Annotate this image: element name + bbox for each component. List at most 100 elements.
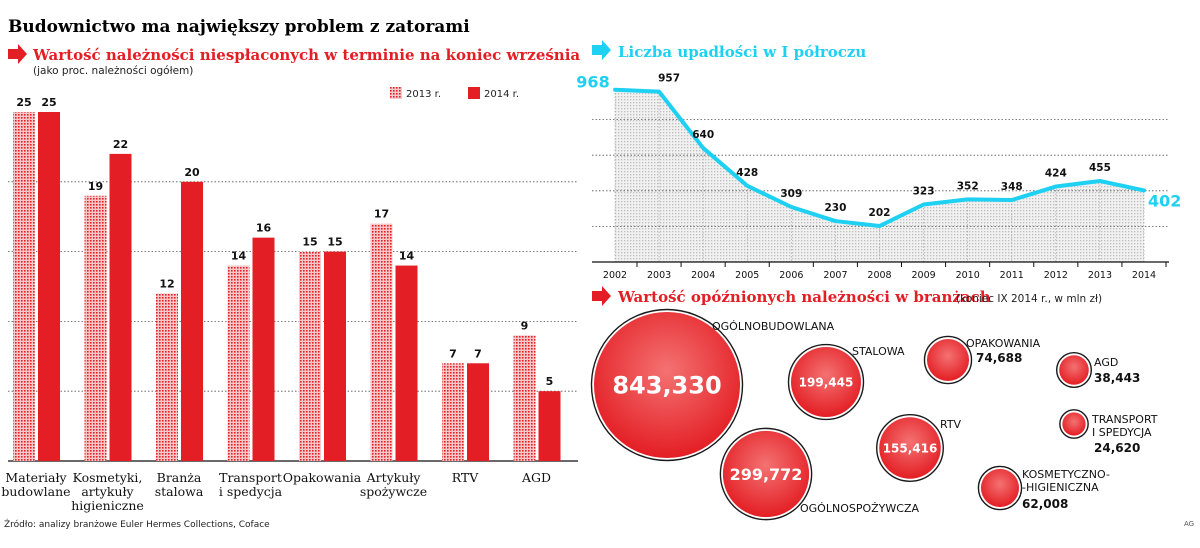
x-tick-label: 2008 [867, 270, 891, 281]
bar-2014 [324, 251, 346, 461]
bar-2014 [38, 112, 60, 461]
bubble-label: STALOWA [852, 345, 905, 358]
bubble [791, 347, 861, 417]
category-label: RTV [452, 470, 480, 485]
category-label: Opakowania [283, 470, 362, 485]
bar-value-label: 20 [184, 166, 200, 179]
point-value-label: 428 [736, 167, 758, 179]
bar-value-label: 16 [256, 222, 272, 235]
bubble-value: 38,443 [1094, 371, 1140, 385]
bubble-label: TRANSPORT I SPEDYCJA [1091, 413, 1158, 439]
bubble [594, 312, 740, 458]
point-value-label: 202 [869, 207, 891, 219]
legend-swatch [390, 87, 402, 99]
bubble-value: 74,688 [976, 351, 1022, 365]
bar-value-label: 19 [88, 180, 103, 193]
bar-value-label: 15 [327, 236, 342, 249]
bar-value-label: 14 [231, 250, 247, 263]
bar-value-label: 25 [41, 96, 56, 109]
bar-chart-title: Wartość należności niespłaconych w termi… [32, 46, 580, 64]
x-tick-label: 2007 [823, 270, 847, 281]
arrow-right-icon [592, 40, 611, 60]
bar-2013 [299, 251, 321, 461]
bar-value-label: 9 [521, 319, 529, 332]
bubble-label: OPAKOWANIA [966, 337, 1041, 350]
bar-2013 [442, 363, 464, 461]
point-value-label: 455 [1089, 162, 1111, 174]
category-label: Artykuły spożywcze [360, 470, 427, 499]
bar-value-label: 17 [374, 208, 389, 221]
bubble-label: OGÓLNOSPOŻYWCZA [800, 502, 919, 515]
bar-value-label: 15 [302, 236, 317, 249]
point-value-label: 309 [780, 188, 802, 200]
bubble-value: 299,772 [730, 465, 803, 484]
bar-chart-legend: 2013 r. 2014 r. [390, 87, 519, 100]
point-value-label: 230 [824, 202, 846, 214]
bar-value-label: 7 [449, 347, 457, 360]
source-note: Źródło: analizy branżowe Euler Hermes Co… [4, 518, 270, 530]
bubble-label: AGD [1094, 356, 1118, 369]
x-tick-label: 2006 [779, 270, 803, 281]
bubble [980, 468, 1020, 508]
bubble-value: 62,008 [1022, 497, 1068, 511]
bar-2013 [513, 335, 536, 461]
point-value-label: 640 [692, 129, 714, 141]
credit: AG [1184, 520, 1194, 528]
bubble-value: 199,445 [799, 375, 854, 389]
category-label: Branża stalowa [155, 470, 204, 499]
bar-value-label: 5 [546, 375, 554, 388]
bar-2014 [181, 181, 203, 462]
x-tick-label: 2004 [691, 270, 715, 281]
bar-value-label: 25 [16, 96, 31, 109]
bubble-label: OGÓLNOBUDOWLANA [712, 320, 835, 333]
point-value-label: 968 [576, 73, 609, 92]
x-tick-label: 2009 [911, 270, 935, 281]
arrow-right-icon [8, 44, 27, 64]
x-tick-label: 2011 [1000, 270, 1024, 281]
bar-2013 [370, 223, 393, 461]
point-value-label: 957 [658, 73, 680, 85]
bar-value-label: 14 [399, 250, 415, 263]
line-chart-header: Liczba upadłości w I półroczu [592, 40, 866, 61]
point-value-label: 424 [1045, 168, 1067, 180]
bubble-value: 843,330 [612, 372, 721, 400]
bubble [1059, 355, 1089, 385]
bubble [879, 417, 941, 479]
bar-chart-subtitle: (jako proc. należności ogółem) [33, 65, 193, 77]
x-tick-label: 2014 [1132, 270, 1156, 281]
category-label: Transport i spedycja [219, 470, 283, 499]
legend-label: 2014 r. [484, 89, 519, 100]
x-tick-label: 2005 [735, 270, 759, 281]
x-tick-label: 2003 [647, 270, 671, 281]
x-tick-label: 2010 [956, 270, 980, 281]
bar-chart-bars: 25 25 19 22 12 20 14 16 15 15 17 14 7 7 9 5 [13, 96, 561, 462]
category-label: AGD [521, 470, 551, 485]
category-label: Kosmetyki, artykuły higieniczne [71, 470, 144, 513]
bar-2013 [13, 112, 35, 461]
headline: Budownictwo ma największy problem z zato… [8, 17, 470, 37]
bar-2014 [252, 237, 275, 461]
bar-value-label: 12 [159, 277, 174, 290]
bubble-chart-title: Wartość opóźnionych należności w branżac… [617, 288, 991, 306]
bar-2013 [84, 195, 107, 461]
category-label: Materiały budowlane [1, 470, 70, 499]
bubble-chart-subtitle: (koniec IX 2014 r., w mln zł) [956, 293, 1102, 305]
point-value-label: 402 [1148, 191, 1181, 210]
x-tick-label: 2012 [1044, 270, 1068, 281]
bubble [926, 338, 970, 382]
bar-2014 [109, 153, 132, 461]
legend-label: 2013 r. [406, 89, 441, 100]
bar-value-label: 7 [474, 347, 482, 360]
bar-2014 [395, 265, 418, 461]
bar-2014 [467, 363, 489, 461]
bubble [722, 430, 810, 518]
line-chart: 2002 2003 2004 2005 2006 2007 2008 2009 2010 2011… [576, 73, 1181, 281]
point-value-label: 323 [913, 186, 935, 198]
x-tick-label: 2002 [603, 270, 627, 281]
bubble-label: KOSMETYCZNO--HIGIENICZNA [1022, 468, 1110, 494]
point-value-label: 348 [1001, 181, 1023, 193]
bar-2013 [156, 293, 178, 461]
x-tick-label: 2013 [1088, 270, 1112, 281]
bubble-chart: OGÓLNOBUDOWLANA 843,330 OGÓLNOSPOŻYWCZA 299… [590, 308, 1158, 521]
